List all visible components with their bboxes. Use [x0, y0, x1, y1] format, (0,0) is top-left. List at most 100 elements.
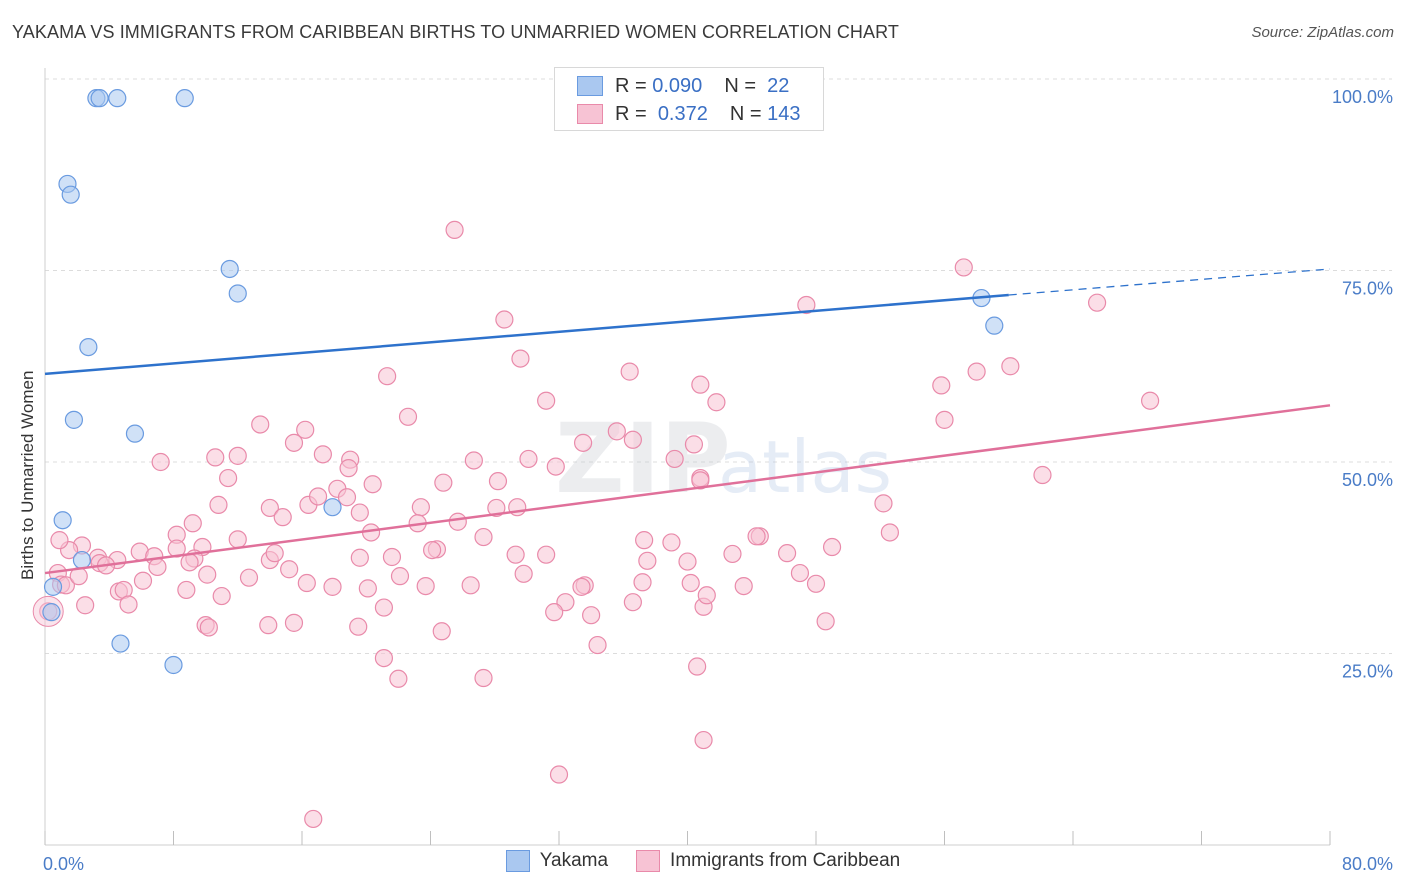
- carib-point: [681, 573, 700, 593]
- carib-point: [954, 258, 973, 277]
- watermark: ZIP atlas: [555, 403, 892, 515]
- chart-source: Source: ZipAtlas.com: [1251, 24, 1394, 41]
- carib-point: [461, 576, 480, 595]
- carib-point: [349, 617, 368, 636]
- legend-item-carib[interactable]: Immigrants from Caribbean: [636, 850, 900, 872]
- carib-point: [296, 420, 315, 439]
- yakama-point: [53, 511, 72, 530]
- carib-point: [119, 595, 138, 614]
- legend-row-yakama: R = 0.090 N = 22: [577, 73, 789, 99]
- carib-point: [723, 544, 742, 564]
- yakama-legend-swatch: [505, 850, 530, 872]
- carib-point: [474, 527, 493, 547]
- carib-point: [777, 544, 797, 563]
- y-axis-label: Births to Unmarried Women: [18, 371, 37, 580]
- yakama-point: [108, 89, 127, 108]
- carib-point: [697, 586, 716, 605]
- carib-point: [545, 603, 564, 622]
- yakama-point: [61, 185, 80, 204]
- carib-point: [633, 573, 652, 592]
- carib-point: [445, 220, 464, 240]
- n-value: 143: [767, 102, 801, 125]
- carib-point: [313, 445, 332, 464]
- yakama-trend-line: [44, 293, 1009, 376]
- carib-point: [620, 362, 639, 381]
- carib-point: [219, 468, 238, 488]
- n-label: N =: [724, 74, 756, 97]
- carib-point: [280, 560, 299, 579]
- x-tick-label-min: 0.0%: [43, 854, 84, 874]
- carib-point: [880, 523, 899, 542]
- carib-point: [935, 410, 954, 429]
- carib-point: [684, 435, 704, 454]
- carib-point: [588, 635, 607, 655]
- carib-point: [487, 498, 506, 518]
- carib-point: [358, 579, 377, 598]
- yakama-point: [175, 89, 194, 108]
- y-tick-label: 75.0%: [1342, 279, 1393, 299]
- carib-point: [691, 471, 710, 490]
- carib-point: [378, 367, 397, 386]
- carib-point: [747, 527, 766, 546]
- yakama-point: [220, 259, 239, 279]
- carib-swatch: [577, 104, 603, 124]
- y-tick-label: 25.0%: [1342, 662, 1393, 682]
- legend-item-yakama[interactable]: Yakama: [505, 850, 608, 872]
- carib-point: [816, 612, 835, 631]
- yakama-point: [42, 603, 61, 622]
- carib-point: [50, 531, 69, 550]
- carib-point: [506, 545, 525, 564]
- carib-point: [694, 730, 713, 750]
- yakama-point: [228, 284, 247, 303]
- carib-point: [511, 349, 530, 368]
- carib-point: [448, 512, 467, 531]
- carib-point: [537, 545, 556, 564]
- carib-point: [151, 452, 170, 472]
- r-label: R =: [615, 102, 647, 125]
- yakama-point: [43, 577, 63, 596]
- carib-trend-line: [44, 404, 1331, 575]
- carib-point: [623, 593, 642, 612]
- carib-point: [260, 498, 279, 518]
- carib-point: [183, 514, 202, 533]
- carib-point: [932, 376, 951, 395]
- carib-point: [297, 573, 316, 593]
- carib-point: [76, 596, 95, 615]
- carib-point: [177, 580, 196, 600]
- carib-point: [339, 459, 358, 478]
- carib-point: [416, 576, 435, 596]
- carib-point: [797, 295, 816, 315]
- carib-point: [662, 533, 681, 552]
- tick-labels: 100.0% 75.0% 50.0% 25.0% 0.0% 80.0%: [43, 87, 1393, 874]
- carib-point: [790, 563, 810, 583]
- carib-point: [180, 553, 199, 572]
- yakama-point: [90, 89, 109, 108]
- carib-point: [251, 415, 270, 434]
- carib-point: [148, 557, 167, 577]
- carib-point: [607, 422, 626, 441]
- carib-point: [374, 648, 394, 668]
- legend-label-carib: Immigrants from Caribbean: [670, 850, 901, 871]
- carib-point: [638, 551, 657, 570]
- carib-point: [464, 451, 483, 470]
- carib-point: [488, 472, 508, 491]
- carib-point: [133, 571, 153, 590]
- carib-point: [199, 618, 218, 637]
- carib-point: [363, 475, 382, 494]
- carib-legend-swatch: [636, 850, 661, 872]
- carib-point: [1001, 357, 1020, 376]
- carib-point: [382, 547, 402, 567]
- carib-point: [350, 548, 369, 567]
- carib-point: [623, 430, 642, 449]
- carib-point: [390, 567, 410, 586]
- carib-point: [1140, 391, 1160, 410]
- chart-title: YAKAMA VS IMMIGRANTS FROM CARIBBEAN BIRT…: [12, 22, 899, 42]
- n-value: 22: [767, 74, 790, 97]
- carib-point: [228, 446, 247, 465]
- carib-point: [308, 487, 328, 506]
- correlation-legend: R = 0.090 N = 22 R = 0.372 N = 143: [554, 67, 824, 131]
- r-value: 0.372: [657, 102, 708, 125]
- carib-point: [573, 433, 593, 452]
- carib-point: [822, 537, 842, 557]
- carib-point: [665, 449, 684, 469]
